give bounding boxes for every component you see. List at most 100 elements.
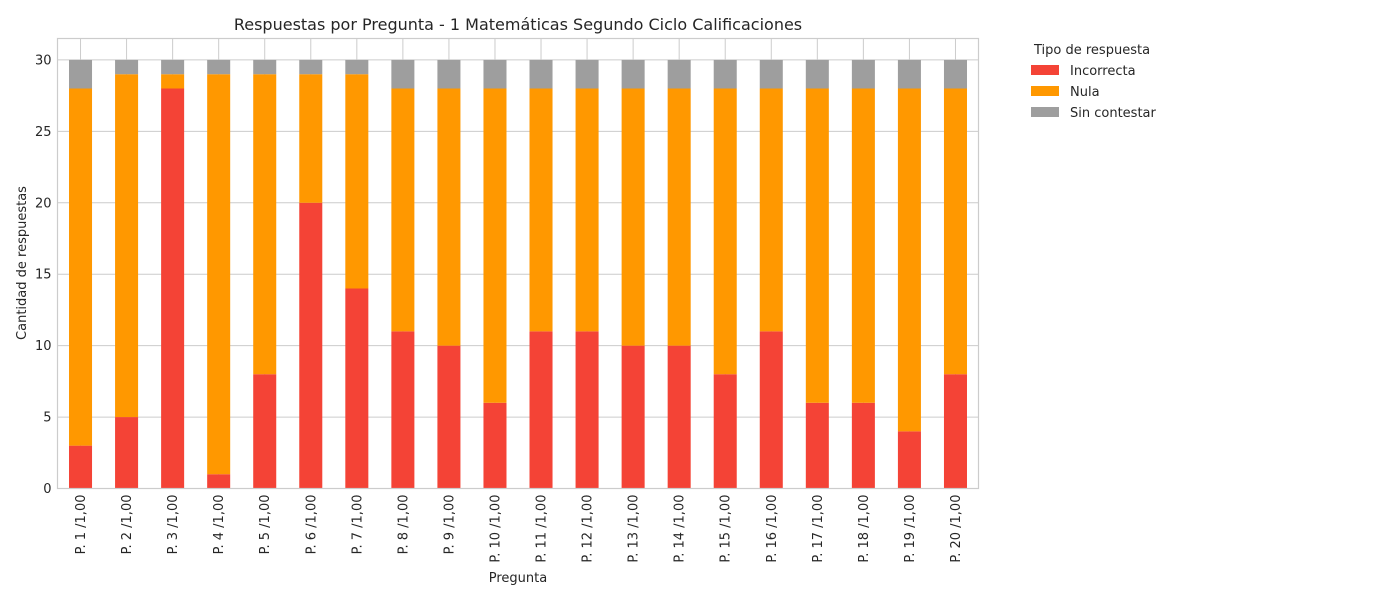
bar-sin-contestar bbox=[437, 59, 461, 89]
bar-nula bbox=[759, 88, 783, 332]
legend-swatch bbox=[1031, 86, 1059, 96]
bar-nula bbox=[161, 74, 185, 89]
bar-sin-contestar bbox=[713, 59, 737, 89]
bar-nula bbox=[253, 74, 277, 375]
bar-incorrecta bbox=[207, 474, 231, 489]
bar-nula bbox=[897, 88, 921, 432]
y-tick-labels: 0 5 10 15 20 25 30 bbox=[35, 53, 52, 497]
y-tick-label: 15 bbox=[35, 268, 52, 283]
bar-sin-contestar bbox=[805, 59, 829, 89]
bar-sin-contestar bbox=[897, 59, 921, 89]
bar-incorrecta bbox=[621, 345, 645, 489]
y-tick-label: 25 bbox=[35, 125, 52, 140]
x-tick-label: P. 9 /1,00 bbox=[442, 495, 457, 555]
x-tick-label: P. 13 /1,00 bbox=[627, 495, 642, 563]
x-tick-label: P. 7 /1,00 bbox=[350, 495, 365, 555]
bar-sin-contestar bbox=[299, 59, 323, 75]
bar-sin-contestar bbox=[529, 59, 553, 89]
y-tick-label: 10 bbox=[35, 339, 52, 354]
bar-incorrecta bbox=[759, 331, 783, 489]
bar-incorrecta bbox=[897, 431, 921, 489]
bar-sin-contestar bbox=[161, 59, 185, 75]
x-tick-label: P. 14 /1,00 bbox=[673, 495, 688, 563]
y-tick-label: 5 bbox=[43, 411, 51, 426]
bar-sin-contestar bbox=[575, 59, 599, 89]
bar-nula bbox=[805, 88, 829, 403]
legend-swatch bbox=[1031, 107, 1059, 117]
y-tick-label: 0 bbox=[43, 482, 51, 497]
bar-nula bbox=[529, 88, 553, 332]
bar-nula bbox=[851, 88, 875, 403]
chart-title: Respuestas por Pregunta - 1 Matemáticas … bbox=[234, 15, 802, 34]
legend: Tipo de respuesta Incorrecta Nula Sin cont… bbox=[1031, 43, 1157, 121]
bar-nula bbox=[391, 88, 415, 332]
bar-sin-contestar bbox=[391, 59, 415, 89]
x-tick-label: P. 16 /1,00 bbox=[765, 495, 780, 563]
bar-sin-contestar bbox=[621, 59, 645, 89]
plot-frame bbox=[56, 37, 980, 490]
bar-sin-contestar bbox=[483, 59, 507, 89]
grid-layer bbox=[57, 38, 979, 489]
x-tick-label: P. 12 /1,00 bbox=[581, 495, 596, 563]
bar-nula bbox=[667, 88, 691, 346]
bar-nula bbox=[483, 88, 507, 403]
bar-incorrecta bbox=[437, 345, 461, 489]
legend-label: Incorrecta bbox=[1070, 64, 1136, 79]
legend-label: Nula bbox=[1070, 85, 1100, 100]
x-tick-label: P. 20 /1,00 bbox=[949, 495, 964, 563]
x-tick-label: P. 19 /1,00 bbox=[903, 495, 918, 563]
legend-label: Sin contestar bbox=[1070, 106, 1157, 121]
bar-nula bbox=[621, 88, 645, 346]
x-tick-label: P. 18 /1,00 bbox=[857, 495, 872, 563]
bar-sin-contestar bbox=[667, 59, 691, 89]
bar-nula bbox=[299, 74, 323, 203]
x-tick-label: P. 4 /1,00 bbox=[212, 495, 227, 555]
bar-nula bbox=[207, 74, 231, 475]
bar-incorrecta bbox=[943, 374, 967, 489]
bar-incorrecta bbox=[483, 402, 507, 489]
bar-nula bbox=[943, 88, 967, 375]
x-tick-label: P. 3 /1,00 bbox=[166, 495, 181, 555]
x-tick-labels: P. 1 /1,00 P. 2 /1,00 P. 3 /1,00 P. 4 /1,00… bbox=[74, 494, 964, 562]
bar-incorrecta bbox=[345, 288, 369, 489]
legend-swatch bbox=[1031, 65, 1059, 75]
bar-incorrecta bbox=[161, 88, 185, 489]
bar-nula bbox=[575, 88, 599, 332]
x-axis-title: Pregunta bbox=[489, 571, 547, 586]
x-tick-label: P. 17 /1,00 bbox=[811, 495, 826, 563]
bar-incorrecta bbox=[299, 202, 323, 489]
bar-incorrecta bbox=[575, 331, 599, 489]
bar-incorrecta bbox=[115, 417, 139, 489]
x-tick-label: P. 2 /1,00 bbox=[120, 495, 135, 555]
bar-nula bbox=[115, 74, 139, 418]
x-tick-label: P. 11 /1,00 bbox=[535, 495, 550, 563]
x-tick-label: P. 15 /1,00 bbox=[719, 495, 734, 563]
bar-sin-contestar bbox=[207, 59, 231, 75]
x-tick-label: P. 6 /1,00 bbox=[304, 495, 319, 555]
x-tick-label: P. 1 /1,00 bbox=[74, 495, 89, 555]
legend-title: Tipo de respuesta bbox=[1033, 43, 1150, 58]
bar-sin-contestar bbox=[69, 59, 93, 89]
bar-incorrecta bbox=[713, 374, 737, 489]
y-tick-label: 20 bbox=[35, 196, 52, 211]
bar-incorrecta bbox=[529, 331, 553, 489]
bar-nula bbox=[713, 88, 737, 375]
bar-incorrecta bbox=[69, 445, 93, 489]
bar-incorrecta bbox=[851, 402, 875, 489]
x-tick-label: P. 8 /1,00 bbox=[396, 495, 411, 555]
bar-sin-contestar bbox=[943, 59, 967, 89]
y-axis-title: Cantidad de respuestas bbox=[15, 186, 30, 340]
bar-sin-contestar bbox=[253, 59, 277, 75]
bar-incorrecta bbox=[391, 331, 415, 489]
x-tick-label: P. 10 /1,00 bbox=[488, 494, 503, 562]
bars-layer bbox=[69, 59, 967, 489]
bar-sin-contestar bbox=[851, 59, 875, 89]
bar-incorrecta bbox=[805, 402, 829, 489]
bar-nula bbox=[345, 74, 369, 289]
bar-nula bbox=[69, 88, 93, 446]
bar-nula bbox=[437, 88, 461, 346]
bar-incorrecta bbox=[253, 374, 277, 489]
bar-sin-contestar bbox=[759, 59, 783, 89]
